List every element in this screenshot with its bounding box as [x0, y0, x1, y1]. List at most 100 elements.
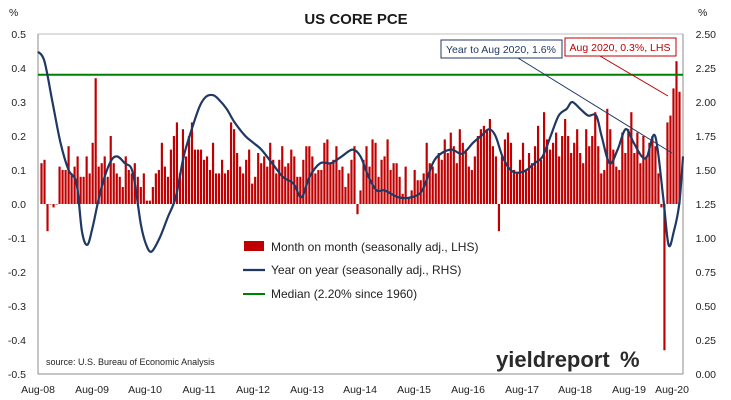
mom-bar — [494, 156, 498, 204]
mom-bar — [437, 153, 440, 204]
right-tick-label: 1.00 — [696, 233, 717, 245]
legend-label-yoy: Year on year (seasonally adj., RHS) — [271, 263, 461, 277]
mom-bar — [476, 136, 479, 204]
mom-bar — [347, 173, 350, 204]
mom-bar — [374, 142, 377, 204]
mom-bar — [446, 153, 449, 204]
mom-bar — [190, 122, 194, 204]
mom-bar — [449, 132, 452, 204]
mom-bar — [248, 149, 251, 204]
mom-bar — [485, 129, 488, 204]
mom-bar — [338, 170, 341, 204]
mom-bar — [230, 122, 233, 204]
mom-bar — [124, 156, 127, 204]
mom-bar — [539, 159, 543, 204]
mom-bar — [615, 166, 618, 204]
left-tick-label: 0.3 — [11, 97, 26, 109]
mom-bar — [464, 149, 467, 204]
mom-bar — [239, 166, 242, 204]
mom-bar — [669, 115, 672, 204]
mom-bar — [588, 146, 591, 204]
x-tick-label: Aug-12 — [236, 384, 270, 396]
mom-bar — [154, 173, 157, 204]
mom-bar — [245, 159, 248, 204]
bar-series — [40, 61, 681, 351]
mom-bar — [299, 176, 302, 204]
mom-bar — [49, 204, 52, 205]
mom-bar — [88, 173, 91, 204]
mom-bar — [639, 163, 642, 204]
right-tick-label: 0.25 — [696, 335, 717, 347]
mom-bar — [242, 173, 245, 204]
mom-callout-box — [564, 37, 677, 57]
mom-bar — [329, 163, 332, 204]
mom-bar — [555, 132, 558, 204]
mom-bar — [386, 139, 389, 204]
mom-bar — [269, 142, 272, 204]
mom-bar — [570, 153, 573, 204]
mom-bar — [461, 142, 464, 204]
mom-bar — [227, 170, 230, 204]
mom-bar — [536, 125, 540, 204]
mom-bar — [473, 156, 476, 204]
mom-bar — [533, 146, 537, 204]
mom-bar — [359, 190, 362, 204]
mom-bar — [621, 132, 624, 204]
mom-bar — [558, 156, 561, 204]
mom-bar — [163, 166, 166, 204]
left-tick-label: 0.4 — [11, 63, 26, 75]
mom-bar — [515, 173, 519, 204]
mom-bar — [609, 129, 612, 204]
mom-bar — [121, 187, 124, 204]
mom-bar — [413, 170, 416, 204]
right-axis-unit: % — [698, 7, 707, 19]
mom-bar — [67, 146, 70, 204]
mom-bar — [169, 149, 172, 204]
mom-bar — [594, 112, 597, 204]
mom-bar — [431, 166, 434, 204]
left-axis-unit: % — [9, 7, 18, 19]
x-tick-label: Aug-16 — [451, 384, 485, 396]
mom-bar — [85, 156, 88, 204]
mom-bar — [603, 170, 606, 204]
mom-bar — [136, 176, 139, 204]
chart-title: US CORE PCE — [304, 11, 407, 28]
mom-bar — [341, 166, 344, 204]
brand-logo: yieldreport % — [496, 347, 640, 372]
mom-bar — [618, 170, 621, 204]
mom-bar — [404, 166, 407, 204]
mom-bar — [148, 200, 151, 204]
mom-bar — [260, 163, 263, 204]
right-tick-labels: 2.50 2.25 2.00 1.75 1.50 1.25 1.00 0.75 … — [696, 29, 717, 381]
mom-bar — [512, 170, 516, 204]
left-tick-label: 0.0 — [11, 199, 26, 211]
mom-bar — [82, 176, 85, 204]
mom-bar — [636, 132, 639, 204]
x-tick-label: Aug-18 — [558, 384, 592, 396]
mom-bar — [546, 139, 549, 204]
mom-bar — [657, 173, 660, 204]
mom-bar — [214, 173, 218, 204]
mom-bar — [233, 129, 236, 204]
mom-bar — [350, 159, 353, 204]
right-tick-label: 0.50 — [696, 301, 717, 313]
mom-bar — [576, 129, 579, 204]
right-tick-label: 1.25 — [696, 199, 717, 211]
left-tick-label: -0.5 — [8, 369, 26, 381]
mom-bar — [344, 187, 347, 204]
mom-bar — [666, 122, 669, 204]
mom-bar — [193, 149, 197, 204]
mom-bar — [425, 142, 428, 204]
mom-bar — [579, 153, 582, 204]
mom-bar — [368, 166, 371, 204]
mom-bar — [254, 176, 257, 204]
right-tick-label: 1.75 — [696, 131, 717, 143]
mom-bar — [455, 163, 458, 204]
mom-bar — [272, 159, 275, 204]
mom-bar — [660, 204, 663, 208]
yoy-callout-box — [440, 39, 563, 59]
mom-bar — [564, 119, 567, 204]
mom-bar — [582, 163, 585, 204]
mom-bar — [591, 136, 594, 204]
